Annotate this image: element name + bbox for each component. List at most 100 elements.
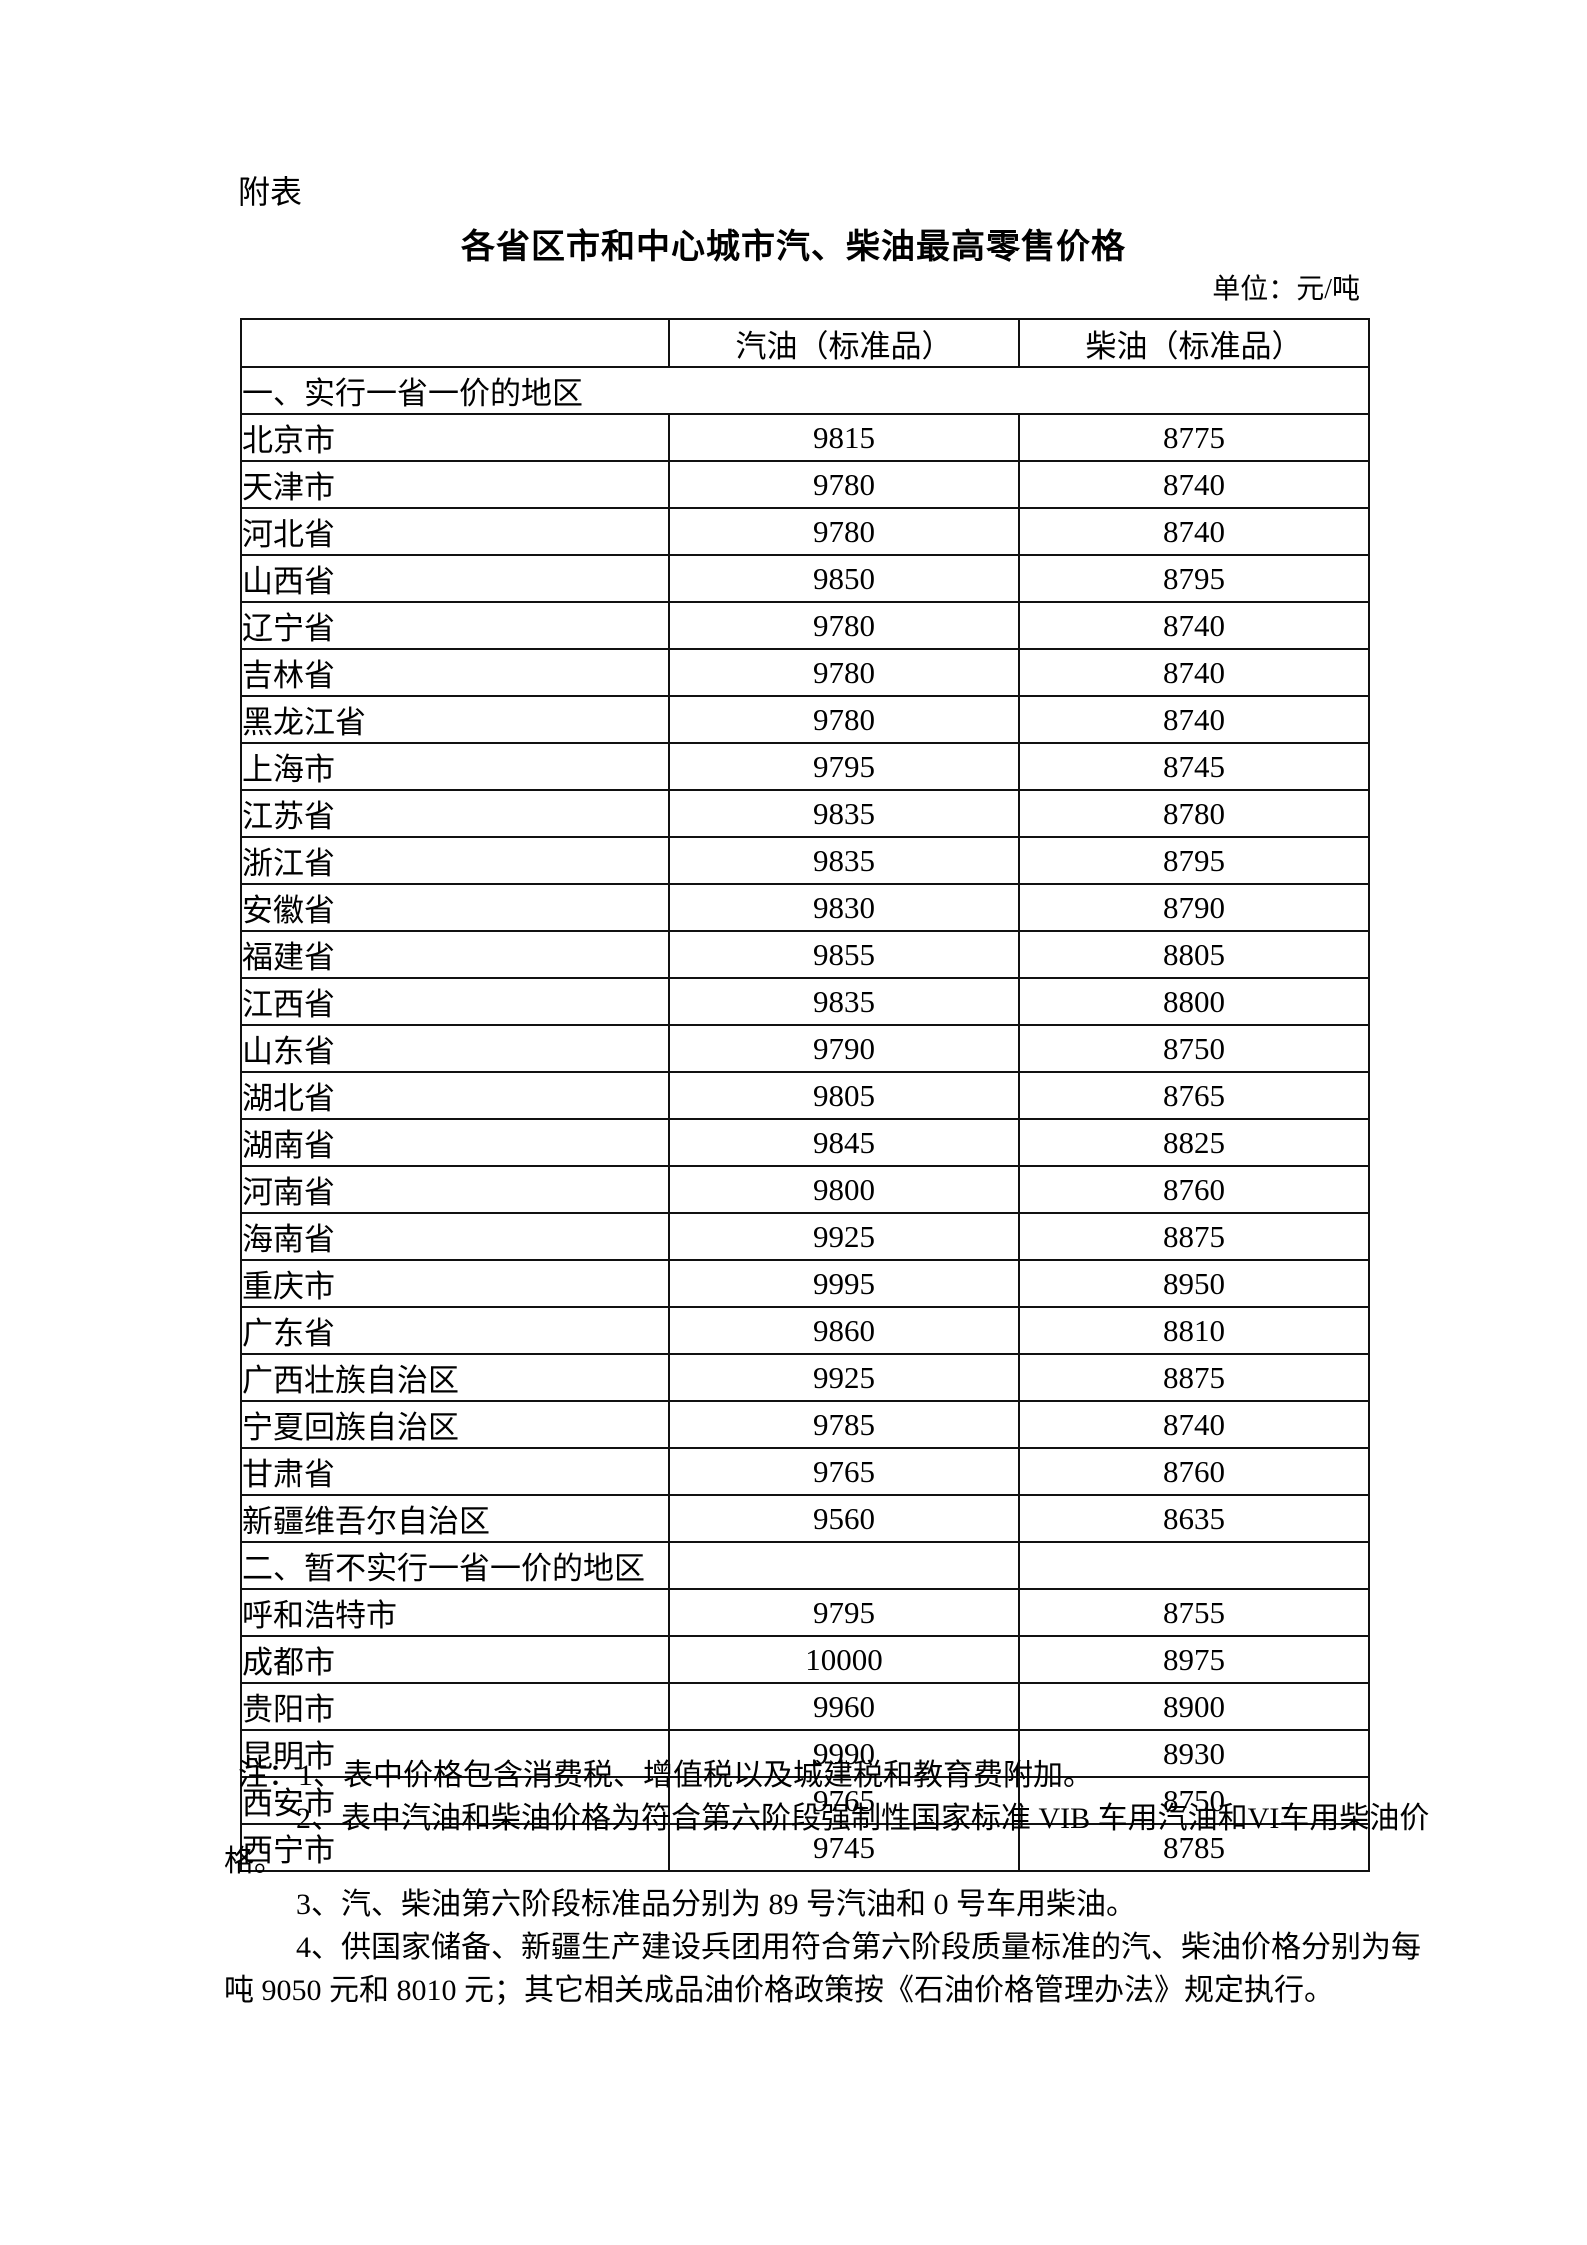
table-row: 广西壮族自治区 9925 8875 <box>240 1353 1370 1402</box>
table-row: 辽宁省 9780 8740 <box>240 601 1370 650</box>
diesel-cell: 8975 <box>1018 1635 1370 1684</box>
gasoline-cell: 9835 <box>668 977 1020 1026</box>
region-cell: 湖北省 <box>240 1071 670 1120</box>
gasoline-cell: 9780 <box>668 507 1020 556</box>
gasoline-cell: 9785 <box>668 1400 1020 1449</box>
gasoline-cell: 9790 <box>668 1024 1020 1073</box>
diesel-cell: 8765 <box>1018 1071 1370 1120</box>
gasoline-cell: 9850 <box>668 554 1020 603</box>
diesel-cell: 8760 <box>1018 1165 1370 1214</box>
diesel-cell: 8825 <box>1018 1118 1370 1167</box>
table-row: 甘肃省 9765 8760 <box>240 1447 1370 1496</box>
region-cell: 安徽省 <box>240 883 670 932</box>
note-line: 格。 <box>224 1845 284 1878</box>
diesel-cell: 8760 <box>1018 1447 1370 1496</box>
table-row: 江苏省 9835 8780 <box>240 789 1370 838</box>
table-row: 山西省 9850 8795 <box>240 554 1370 603</box>
header-cell-gasoline: 汽油（标准品） <box>668 318 1020 368</box>
diesel-cell: 8740 <box>1018 601 1370 650</box>
region-cell: 北京市 <box>240 413 670 462</box>
region-cell: 河南省 <box>240 1165 670 1214</box>
table-header-row: 汽油（标准品） 柴油（标准品） <box>240 318 1370 368</box>
table-row: 昆明市 9990 8930 <box>240 1729 1370 1778</box>
diesel-cell: 8875 <box>1018 1212 1370 1261</box>
gasoline-cell: 9960 <box>668 1682 1020 1731</box>
table-row: 河北省 9780 8740 <box>240 507 1370 556</box>
region-cell: 贵阳市 <box>240 1682 670 1731</box>
gasoline-cell: 9560 <box>668 1494 1020 1543</box>
gasoline-cell: 9765 <box>668 1776 1020 1825</box>
table-row: 贵阳市 9960 8900 <box>240 1682 1370 1731</box>
gasoline-cell: 9795 <box>668 742 1020 791</box>
diesel-cell: 8805 <box>1018 930 1370 979</box>
region-cell: 上海市 <box>240 742 670 791</box>
table-row: 福建省 9855 8805 <box>240 930 1370 979</box>
diesel-cell: 8930 <box>1018 1729 1370 1778</box>
table-row: 上海市 9795 8745 <box>240 742 1370 791</box>
region-cell: 吉林省 <box>240 648 670 697</box>
notes-section: 注：1、表中价格包含消费税、增值税以及城建税和教育费附加。 2、表中汽油和柴油价格… <box>224 1754 1544 2012</box>
table-row: 成都市 10000 8975 <box>240 1635 1370 1684</box>
diesel-cell: 8775 <box>1018 413 1370 462</box>
gasoline-cell: 9835 <box>668 789 1020 838</box>
gasoline-cell: 9765 <box>668 1447 1020 1496</box>
table-row: 重庆市 9995 8950 <box>240 1259 1370 1308</box>
gasoline-cell: 9780 <box>668 648 1020 697</box>
table-row: 海南省 9925 8875 <box>240 1212 1370 1261</box>
price-table: 汽油（标准品） 柴油（标准品） 一、实行一省一价的地区 北京市 9815 8775 天津… <box>240 318 1370 1872</box>
region-cell: 重庆市 <box>240 1259 670 1308</box>
note-line: 2、表中汽油和柴油价格为符合第六阶段强制性国家标准 VIB 车用汽油和VI车用柴… <box>296 1802 1430 1835</box>
note-line: 3、汽、柴油第六阶段标准品分别为 89 号汽油和 0 号车用柴油。 <box>296 1888 1136 1921</box>
table-row: 江西省 9835 8800 <box>240 977 1370 1026</box>
diesel-cell: 8950 <box>1018 1259 1370 1308</box>
header-cell-diesel: 柴油（标准品） <box>1018 318 1370 368</box>
diesel-cell: 8740 <box>1018 1400 1370 1449</box>
diesel-cell: 8785 <box>1018 1823 1370 1872</box>
diesel-cell: 8795 <box>1018 554 1370 603</box>
region-cell: 江西省 <box>240 977 670 1026</box>
diesel-cell: 8750 <box>1018 1024 1370 1073</box>
table-row: 西宁市 9745 8785 <box>240 1823 1370 1872</box>
table-row: 吉林省 9780 8740 <box>240 648 1370 697</box>
diesel-cell: 8740 <box>1018 460 1370 509</box>
region-cell: 河北省 <box>240 507 670 556</box>
gasoline-cell: 9795 <box>668 1588 1020 1637</box>
section-heading-row: 二、暂不实行一省一价的地区 <box>240 1541 1370 1590</box>
table-row: 北京市 9815 8775 <box>240 413 1370 462</box>
region-cell: 山东省 <box>240 1024 670 1073</box>
region-cell: 宁夏回族自治区 <box>240 1400 670 1449</box>
unit-label: 单位：元/吨 <box>1212 274 1360 305</box>
diesel-cell: 8790 <box>1018 883 1370 932</box>
gasoline-cell: 9835 <box>668 836 1020 885</box>
table-row: 湖南省 9845 8825 <box>240 1118 1370 1167</box>
gasoline-cell: 9925 <box>668 1212 1020 1261</box>
region-cell: 成都市 <box>240 1635 670 1684</box>
table-row: 河南省 9800 8760 <box>240 1165 1370 1214</box>
region-cell: 呼和浩特市 <box>240 1588 670 1637</box>
gasoline-cell: 9745 <box>668 1823 1020 1872</box>
diesel-cell: 8740 <box>1018 648 1370 697</box>
diesel-cell: 8745 <box>1018 742 1370 791</box>
region-cell: 昆明市 <box>240 1729 670 1778</box>
page-title: 各省区市和中心城市汽、柴油最高零售价格 <box>461 228 1126 266</box>
gasoline-cell: 9780 <box>668 695 1020 744</box>
gasoline-cell: 9845 <box>668 1118 1020 1167</box>
gasoline-cell: 10000 <box>668 1635 1020 1684</box>
note-line: 注：1、表中价格包含消费税、增值税以及城建税和教育费附加。 <box>238 1759 1093 1792</box>
region-cell: 海南省 <box>240 1212 670 1261</box>
diesel-cell: 8900 <box>1018 1682 1370 1731</box>
price-table-body: 一、实行一省一价的地区 北京市 9815 8775 天津市 9780 8740 河北省 9780… <box>240 366 1370 1872</box>
section-heading: 一、实行一省一价的地区 <box>240 366 1370 415</box>
region-cell: 新疆维吾尔自治区 <box>240 1494 670 1543</box>
diesel-cell: 8780 <box>1018 789 1370 838</box>
diesel-cell: 8800 <box>1018 977 1370 1026</box>
header-cell-region <box>240 318 670 368</box>
gasoline-cell: 9860 <box>668 1306 1020 1355</box>
diesel-cell: 8810 <box>1018 1306 1370 1355</box>
table-row: 呼和浩特市 9795 8755 <box>240 1588 1370 1637</box>
attachment-label: 附表 <box>238 174 303 210</box>
region-cell: 福建省 <box>240 930 670 979</box>
diesel-cell: 8795 <box>1018 836 1370 885</box>
region-cell: 西安市 <box>240 1776 670 1825</box>
